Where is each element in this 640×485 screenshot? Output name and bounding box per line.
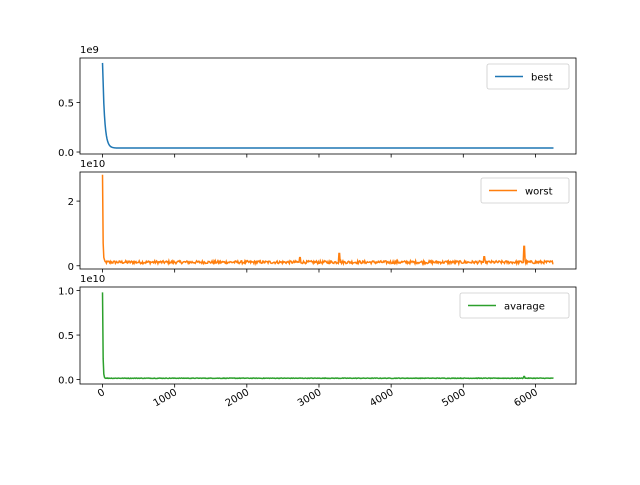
y-offset-label: 1e9 xyxy=(80,45,99,56)
legend-label: best xyxy=(531,73,553,84)
legend-box xyxy=(459,292,570,319)
y-offset-label: 1e10 xyxy=(80,159,105,170)
legend-box xyxy=(486,63,570,90)
axes-frame xyxy=(79,286,577,385)
subplot-2: 0 2 1e10 worst xyxy=(68,159,577,273)
x-tick-label: 6000 xyxy=(512,387,540,409)
y-tick-label: 1.0 xyxy=(58,287,74,298)
series-line-worst xyxy=(101,174,554,267)
y-tick-label: 2 xyxy=(68,197,74,208)
legend-label: avarage xyxy=(504,302,545,313)
y-tick-label: 0.5 xyxy=(58,99,74,110)
series-line-best xyxy=(101,62,554,149)
x-tick-label: 4000 xyxy=(368,387,396,409)
legend-box xyxy=(480,177,570,204)
legend: best xyxy=(486,63,570,90)
y-tick-label: 0 xyxy=(68,262,74,273)
axes-frame xyxy=(79,171,577,270)
series-line-avarage xyxy=(101,292,554,380)
legend: worst xyxy=(480,177,570,204)
y-tick-label: 0.0 xyxy=(58,148,74,159)
x-tick-label: 2000 xyxy=(224,387,252,409)
x-tick-label: 3000 xyxy=(296,387,324,409)
y-tick-label: 0.5 xyxy=(58,331,74,342)
x-tick-label: 0 xyxy=(96,387,107,400)
axes-frame xyxy=(79,57,577,155)
legend-label: worst xyxy=(525,187,553,198)
subplot-3: 0.0 0.5 1.0 1e10 0 1000 2000 3000 4000 5000 6000 av… xyxy=(58,274,577,409)
y-tick-label: 0.0 xyxy=(58,376,74,387)
y-offset-label: 1e10 xyxy=(80,274,105,285)
x-tick-label: 5000 xyxy=(440,387,468,409)
x-tick-label: 1000 xyxy=(152,387,180,409)
subplot-1: 0.0 0.5 1e9 best xyxy=(58,45,577,159)
legend: avarage xyxy=(459,292,570,319)
